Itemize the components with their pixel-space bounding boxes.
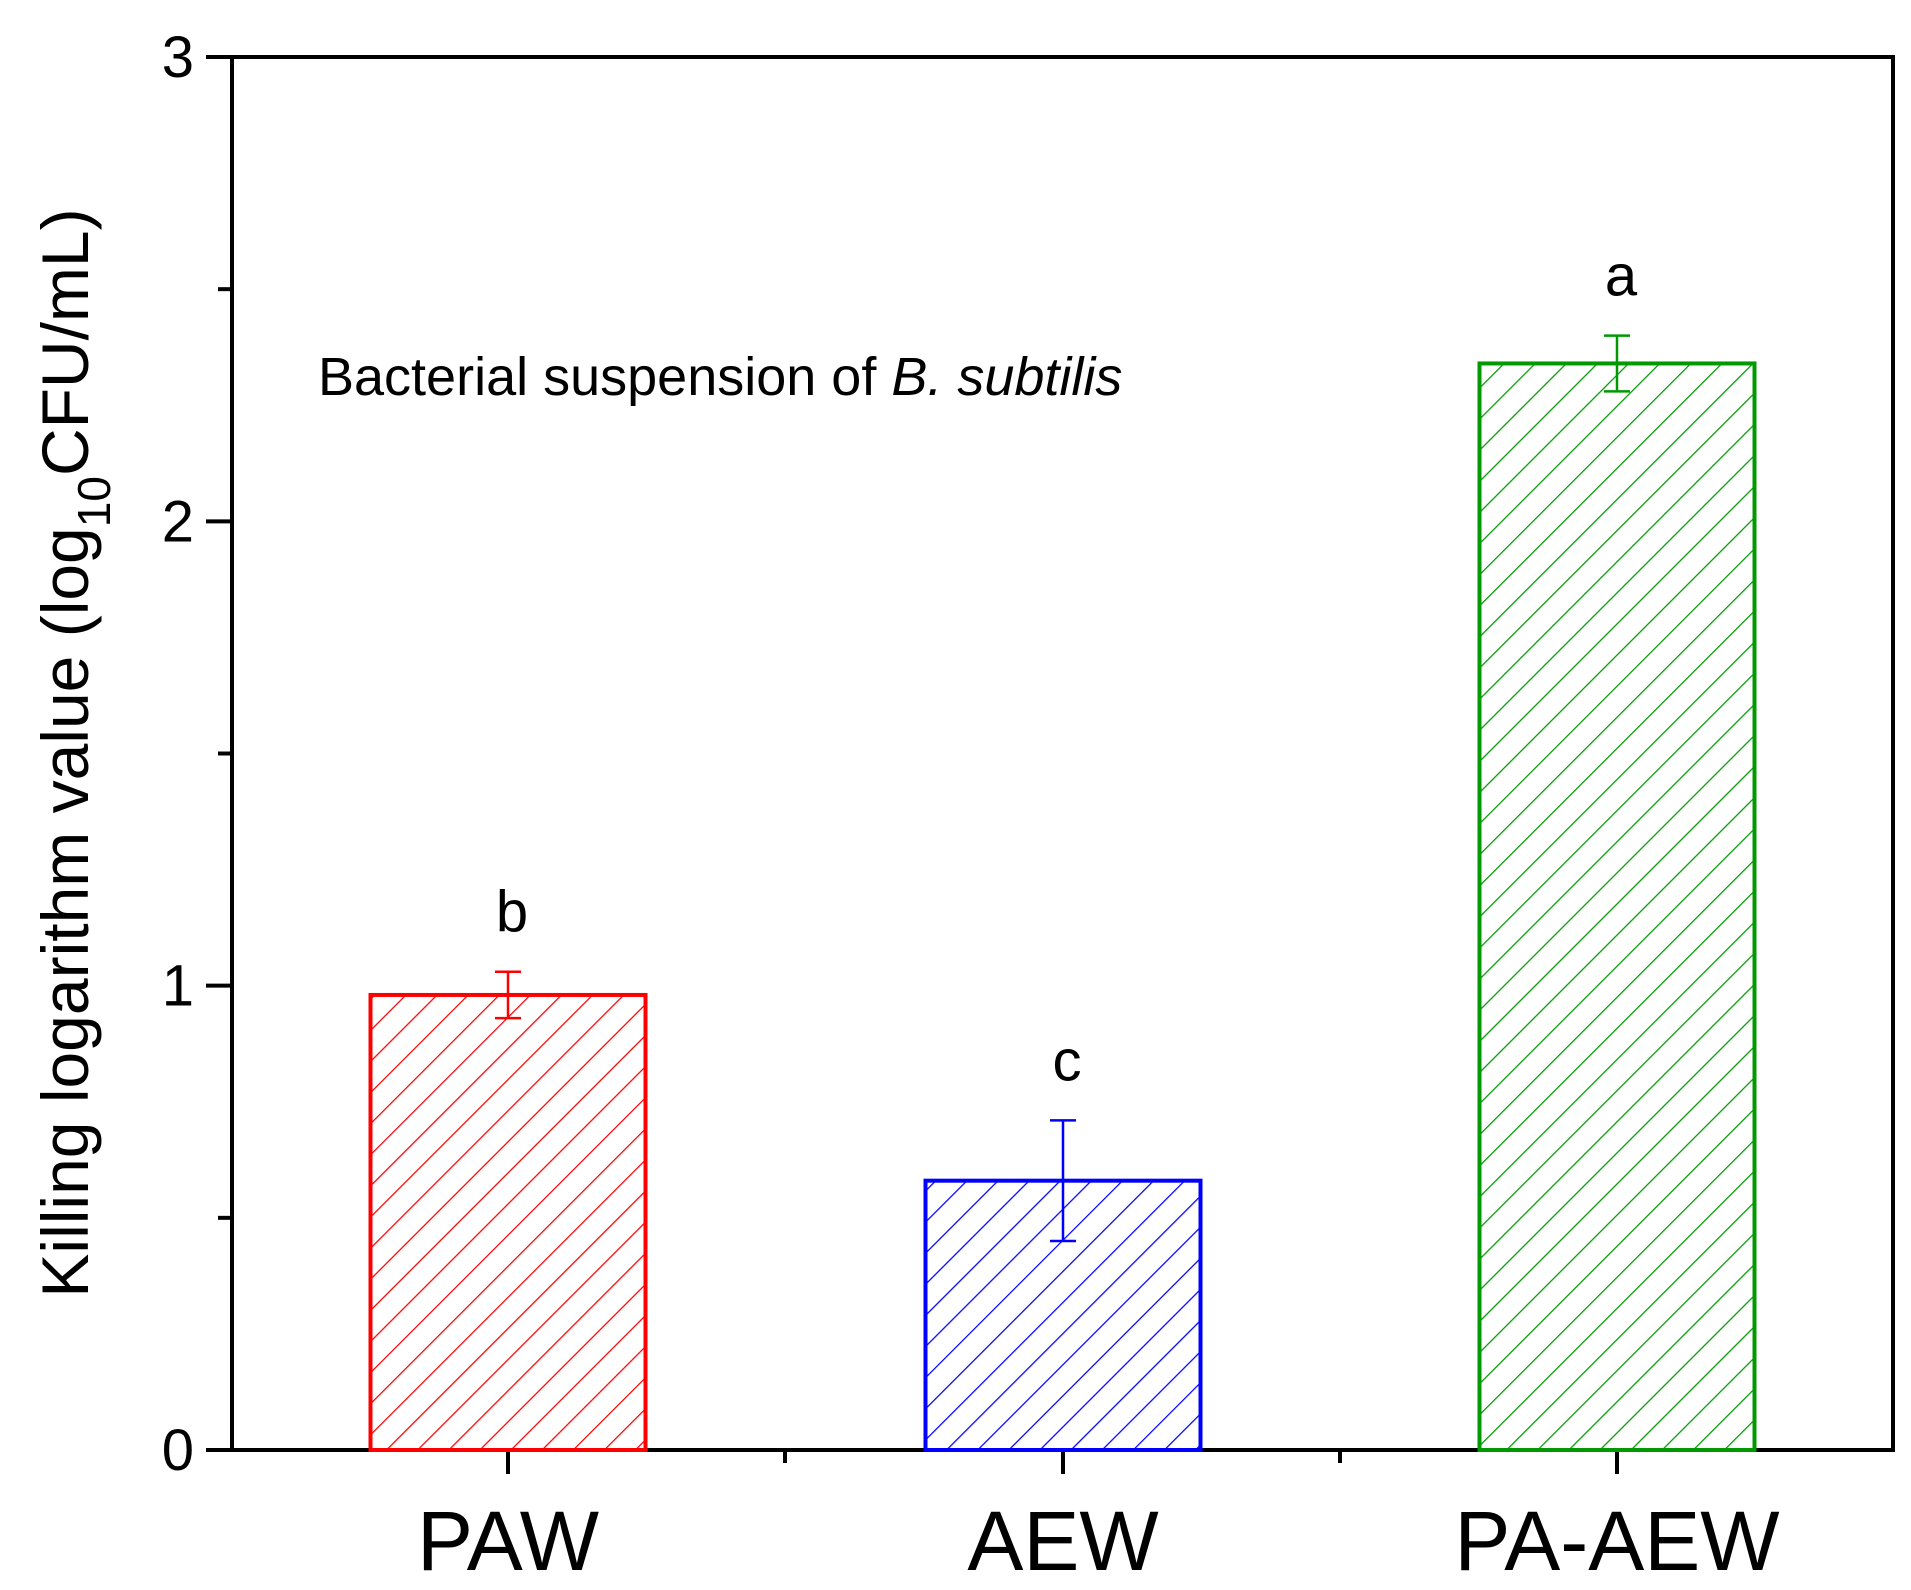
- x-tick-label: AEW: [967, 1494, 1158, 1588]
- bar-paw: [368, 992, 648, 1452]
- bar-pa-aew: [1477, 361, 1757, 1453]
- y-axis-title: Killing logarithm value (log10CFU/mL): [28, 208, 120, 1297]
- significance-label: c: [1053, 1028, 1082, 1093]
- bars-group: b c a: [368, 244, 1757, 1453]
- significance-label: a: [1605, 244, 1638, 309]
- significance-label: b: [496, 880, 528, 945]
- x-tick-label: PAW: [417, 1494, 599, 1588]
- x-axis: PAW AEW PA-AEW: [417, 1450, 1780, 1588]
- chart-annotation: Bacterial suspension of B. subtilis: [318, 347, 1122, 407]
- y-tick-label: 1: [162, 954, 194, 1019]
- y-tick-label: 2: [162, 489, 194, 554]
- y-axis: 0 1 2 3: [162, 25, 232, 1483]
- y-tick-label: 3: [162, 25, 194, 90]
- y-tick-label: 0: [162, 1418, 194, 1483]
- x-tick-label: PA-AEW: [1454, 1494, 1779, 1588]
